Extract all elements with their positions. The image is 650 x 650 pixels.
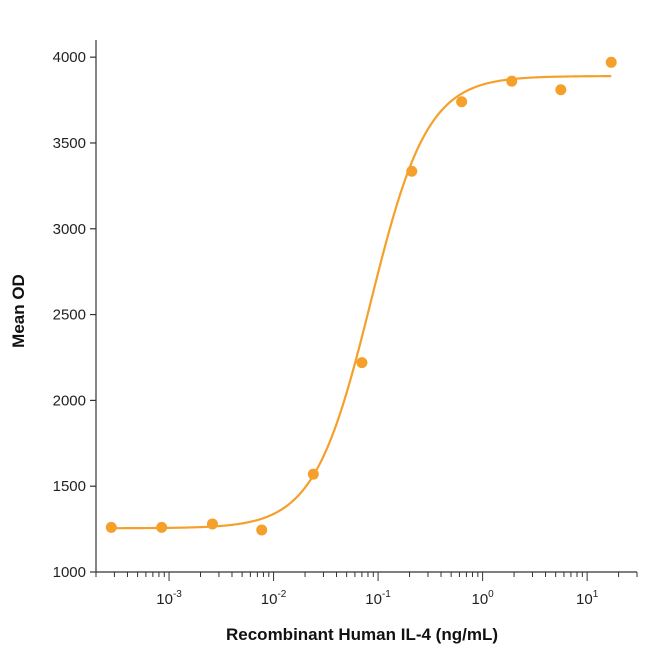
- x-tick-label: 100: [471, 589, 494, 608]
- data-point: [555, 84, 567, 96]
- data-point: [406, 165, 418, 177]
- x-tick-label-base: 10: [365, 591, 382, 608]
- y-tick-label: 3500: [53, 135, 86, 152]
- x-axis: 10-3 10-2 10-1 100 101: [95, 571, 638, 608]
- y-tick-label: 3000: [53, 221, 86, 238]
- data-point: [256, 524, 268, 536]
- x-tick-label-base: 10: [261, 591, 278, 608]
- x-tick-label-base: 10: [156, 591, 173, 608]
- data-point: [307, 468, 319, 480]
- x-tick-label: 10-3: [156, 589, 182, 608]
- x-tick-label-exponent: -3: [173, 589, 182, 600]
- y-tick-label: 1000: [53, 564, 86, 581]
- data-point: [356, 357, 368, 369]
- x-tick-label-exponent: -2: [277, 589, 286, 600]
- x-tick-label-base: 10: [471, 591, 488, 608]
- x-tick-label: 10-1: [365, 589, 391, 608]
- data-points-layer: [105, 56, 617, 536]
- data-point: [105, 521, 117, 533]
- x-tick-label-exponent: -1: [382, 589, 391, 600]
- y-tick-label: 2500: [53, 307, 86, 324]
- fit-curve-layer: [111, 75, 612, 530]
- y-tick-label: 4000: [53, 49, 86, 66]
- y-axis: 1000 1500 2000 2500 3000 3500 4000: [53, 40, 97, 581]
- x-tick-label-exponent: 1: [593, 589, 599, 600]
- x-tick-label-base: 10: [576, 591, 593, 608]
- x-tick-label: 101: [576, 589, 599, 608]
- data-point: [506, 75, 518, 87]
- x-tick-label-exponent: 0: [488, 589, 494, 600]
- y-tick-label: 1500: [53, 478, 86, 495]
- x-tick-label: 10-2: [261, 589, 287, 608]
- x-axis-title: Recombinant Human IL-4 (ng/mL): [226, 625, 498, 644]
- data-point: [456, 96, 468, 108]
- data-point: [605, 56, 617, 68]
- y-tick-label: 2000: [53, 392, 86, 409]
- data-point: [156, 521, 168, 533]
- fit-curve: [111, 75, 612, 530]
- data-point: [206, 518, 218, 530]
- y-axis-title: Mean OD: [9, 274, 28, 348]
